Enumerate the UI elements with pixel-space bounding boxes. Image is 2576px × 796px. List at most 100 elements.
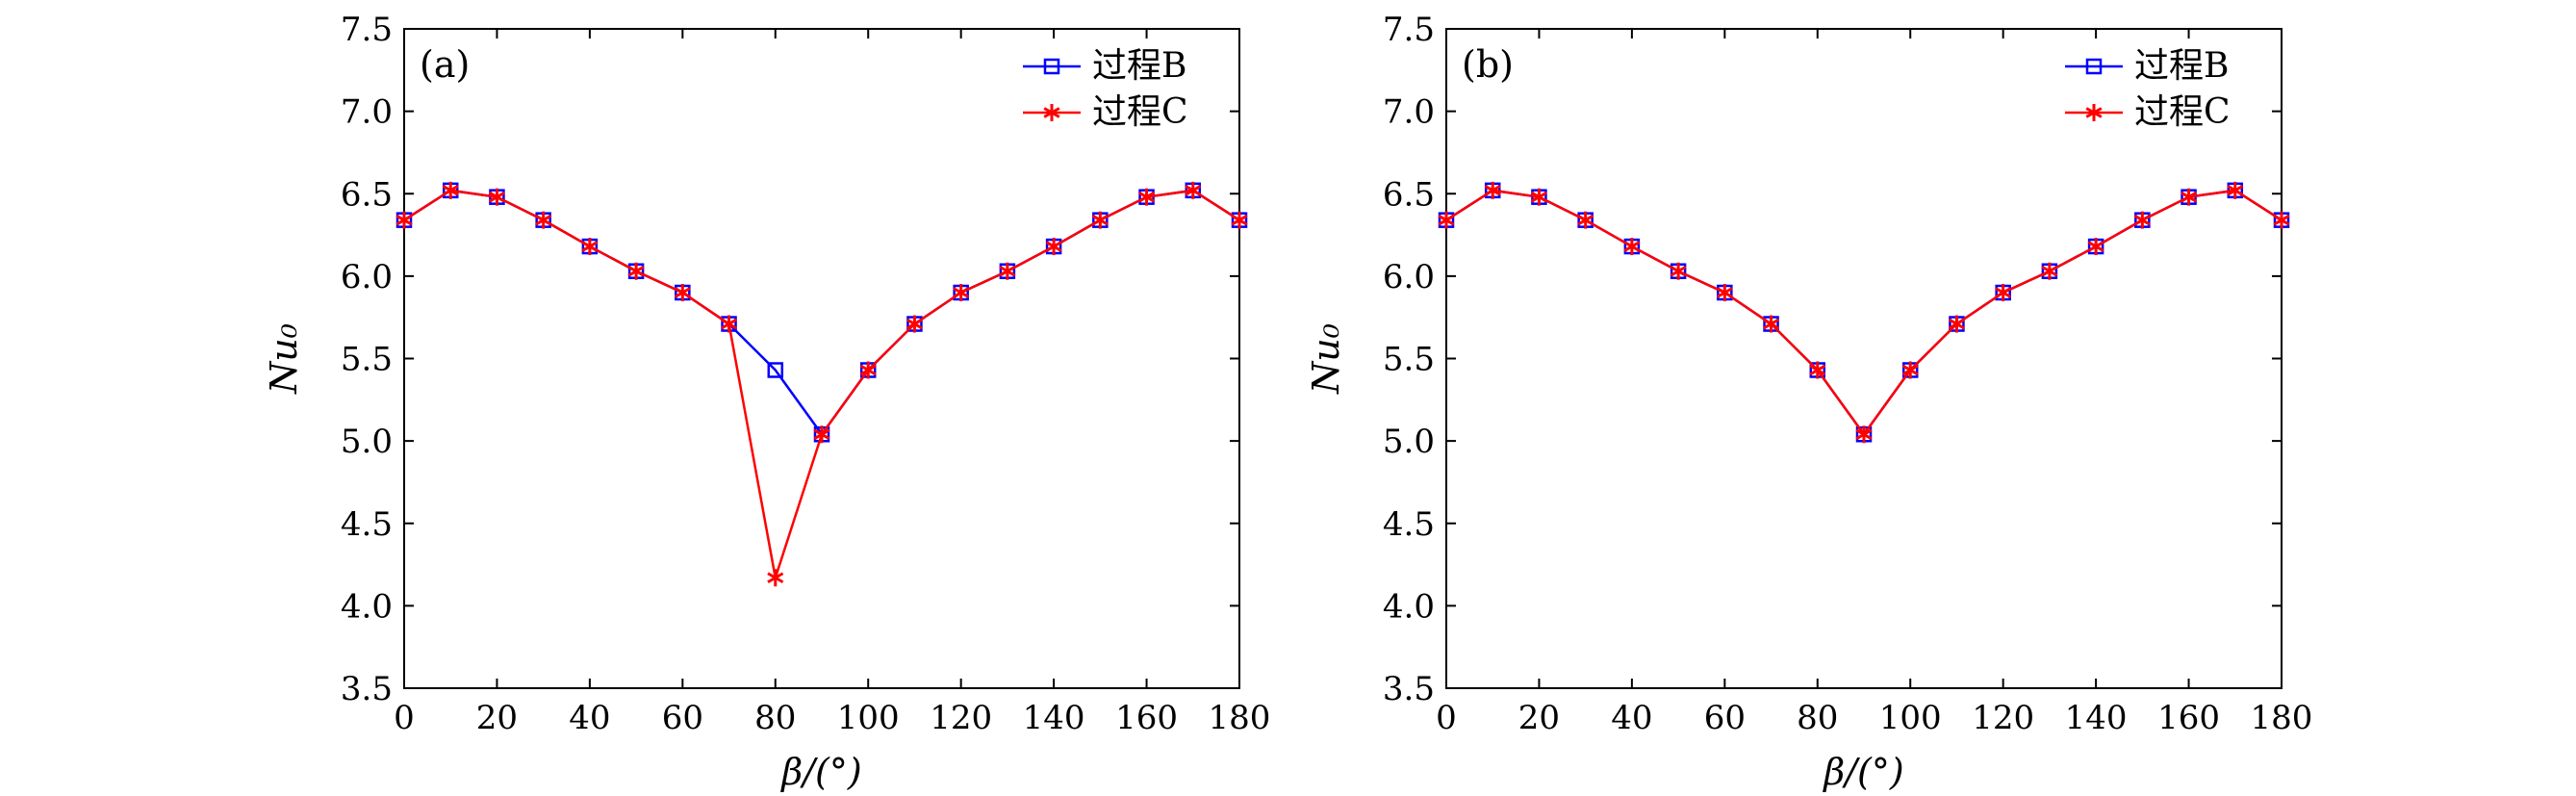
data-point [1484,181,1501,199]
series-line [1445,189,2283,437]
legend-label: 过程C [1092,92,1188,132]
data-point [767,362,784,378]
y-tick-label: 7.5 [341,11,393,49]
x-tick-label: 100 [837,699,900,737]
panel-label: (b) [1462,43,1514,86]
series-process-b [395,182,1248,443]
y-tick-label: 7.5 [1383,11,1435,49]
data-point [1091,211,1109,229]
x-tick-label: 0 [394,699,415,737]
panel-a: 0 20 40 60 80 100 120 140 160 180 3.5 4.0 4.5 5.0 5.5 6… [263,11,1270,793]
x-tick-label: 20 [476,699,518,737]
data-point [953,284,970,301]
x-tick-label: 180 [1209,699,1271,737]
data-point [905,315,923,333]
x-axis-title: β/(°) [1822,751,1903,793]
data-point [1901,361,1919,379]
data-point [2227,181,2244,199]
series-process-c [395,181,1248,587]
data-point [2181,188,2198,206]
data-point [1716,284,1733,301]
series-line [1445,189,2283,437]
legend: 过程B 过程C [2065,46,2231,132]
data-point [999,262,1016,280]
data-point [2085,58,2103,75]
y-axis-title: Nu₀ [1305,323,1347,395]
y-tick-label: 4.0 [341,587,393,626]
data-point [1438,211,1455,229]
data-point [1623,238,1641,256]
x-tick-label: 60 [662,699,703,737]
data-point [1670,262,1687,280]
data-point [1045,238,1062,256]
data-point [2085,104,2103,121]
data-point [1138,188,1156,206]
legend-label: 过程B [2134,46,2229,86]
data-point [1948,315,1965,333]
data-point [721,315,738,333]
y-tick-label: 6.0 [1383,258,1435,296]
x-tick-label: 20 [1518,699,1560,737]
data-point [1530,188,1547,206]
data-point [395,211,413,229]
y-tick-label: 3.5 [1383,670,1435,708]
legend: 过程B 过程C [1023,46,1188,132]
legend-label: 过程C [2134,92,2231,132]
x-tick-label: 120 [1972,699,2034,737]
data-point [1763,315,1780,333]
data-point [813,425,830,444]
x-tick-label: 140 [1023,699,1085,737]
x-tick-label: 160 [1115,699,1178,737]
data-point [767,569,784,587]
x-tick-label: 40 [1611,699,1652,737]
x-axis-title: β/(°) [779,751,861,793]
x-tick-label: 120 [930,699,992,737]
data-point [2041,262,2058,280]
x-tick-label: 60 [1704,699,1746,737]
data-point [1185,181,1202,199]
x-tick-label: 80 [1797,699,1838,737]
data-point [627,262,645,280]
data-point [442,181,459,199]
y-tick-label: 6.5 [341,175,393,214]
x-tick-label: 80 [754,699,796,737]
legend-label: 过程B [1092,46,1186,86]
data-point [1043,58,1060,75]
data-point [859,361,877,379]
y-tick-label: 5.0 [341,423,393,461]
data-point [1855,425,1873,444]
data-point [581,238,599,256]
data-point [1995,284,2012,301]
series-line [403,189,1240,578]
panel-b: 0 20 40 60 80 100 120 140 160 180 3.5 4.0 4.5 5.0 5.5 6… [1305,11,2312,793]
y-tick-label: 4.5 [1383,505,1435,544]
x-tick-label: 100 [1879,699,1942,737]
y-tick-label: 5.5 [1383,341,1435,379]
data-point [1043,104,1060,121]
y-tick-label: 4.0 [1383,587,1435,626]
data-point [2273,211,2290,229]
data-point [488,188,505,206]
data-point [1231,211,1248,229]
y-tick-label: 6.5 [1383,175,1435,214]
y-tick-label: 4.5 [341,505,393,544]
y-tick-label: 5.5 [341,341,393,379]
y-tick-label: 7.0 [1383,93,1435,132]
data-point [2133,211,2151,229]
data-point [1809,361,1826,379]
y-tick-label: 6.0 [341,258,393,296]
data-point [674,284,691,301]
data-point [1577,211,1594,229]
y-tick-label: 7.0 [341,93,393,132]
y-tick-label: 5.0 [1383,423,1435,461]
data-point [2087,238,2104,256]
data-point [535,211,552,229]
series-line [403,189,1240,437]
series-process-b [1438,182,2290,443]
panel-label: (a) [420,43,470,86]
y-axis-title: Nu₀ [263,323,305,395]
y-tick-label: 3.5 [341,670,393,708]
x-tick-label: 0 [1436,699,1457,737]
x-tick-label: 40 [569,699,610,737]
